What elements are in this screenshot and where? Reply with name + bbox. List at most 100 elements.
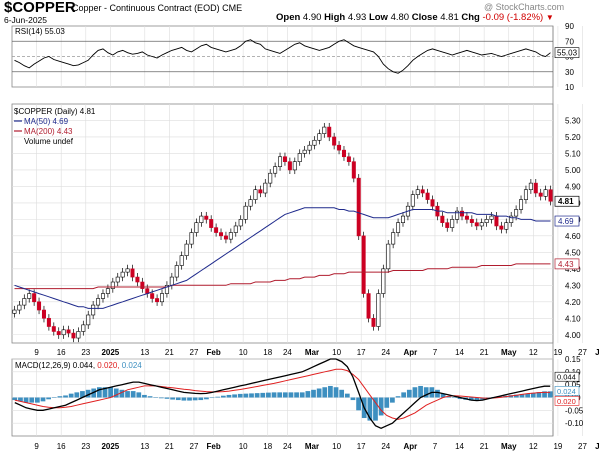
macd-histogram-bar (412, 387, 418, 398)
macd-histogram-bar (474, 397, 480, 401)
macd-histogram-bar (125, 391, 130, 398)
contract-description: Copper - Continuous Contract (EOD) CME (72, 3, 242, 13)
price-candle (41, 309, 46, 319)
x-axis-label: 7 (433, 348, 438, 357)
macd-histogram-bar (384, 397, 390, 408)
open-value: 4.90 (302, 12, 322, 23)
macd-histogram-bar (519, 394, 525, 398)
x-axis-label: 23 (81, 348, 90, 357)
price-candle (219, 232, 224, 237)
macd-histogram-bar (192, 397, 198, 401)
macd-histogram-bar (158, 397, 164, 399)
x-axis-label-bottom: 27 (578, 442, 587, 451)
macd-histogram-bar (525, 393, 531, 398)
price-candle (327, 126, 332, 138)
price-candle (332, 136, 337, 146)
x-axis-label-bottom: 13 (140, 442, 149, 451)
price-candle (248, 199, 253, 207)
price-candle (209, 219, 214, 228)
price-candle (519, 199, 524, 210)
price-candle (464, 215, 469, 220)
price-candle (17, 304, 22, 311)
volume-legend: Volume undef (24, 137, 74, 146)
macd-histogram-bar (243, 393, 249, 398)
macd-histogram-bar (57, 396, 63, 398)
x-axis-label: 24 (381, 348, 390, 357)
price-value-box (554, 258, 580, 270)
price-value-label: 4.81 (558, 197, 574, 206)
x-axis-label: 16 (57, 348, 66, 357)
macd-histogram-bar (344, 393, 350, 398)
ma50-legend: MA(50) 4.69 (24, 117, 69, 126)
x-axis-label-bottom: May (501, 442, 517, 451)
price-candle (125, 268, 130, 273)
rsi-legend: RSI(14) 55.03 (15, 27, 65, 36)
x-axis-label: 27 (190, 348, 199, 357)
price-candle (228, 232, 233, 240)
price-candle (174, 265, 179, 278)
price-candle (376, 293, 381, 327)
price-value-label: 4.69 (558, 217, 574, 226)
macd-histogram-bar (536, 392, 542, 398)
price-candle (361, 235, 366, 294)
price-candle (135, 276, 140, 283)
price-candle (386, 243, 391, 270)
price-candle (81, 324, 86, 332)
x-axis-label: 14 (455, 348, 464, 357)
close-label: Close (411, 12, 438, 23)
price-candle (523, 189, 528, 200)
price-candle (278, 156, 283, 167)
macd-histogram-bar (440, 393, 446, 398)
x-axis-label-bottom: 10 (239, 442, 248, 451)
ma50-line (14, 207, 551, 309)
price-candle (494, 215, 499, 227)
symbol-title: $COPPER (4, 0, 76, 16)
macd-histogram-bar (153, 397, 159, 398)
price-candle (22, 298, 27, 306)
price-candle (56, 331, 61, 336)
macd-histogram-bar (29, 397, 35, 403)
price-candle (445, 222, 450, 228)
price-candle (184, 243, 189, 256)
low-value: 4.80 (390, 12, 410, 23)
macd-histogram-bar (530, 392, 536, 398)
x-axis-label: 13 (140, 348, 149, 357)
macd-value-box (554, 386, 580, 396)
macd-histogram-bar (328, 385, 333, 398)
macd-histogram-bar (187, 397, 192, 401)
price-candle (105, 288, 110, 294)
macd-histogram-bar (311, 389, 316, 398)
price-tick-label: 5.20 (565, 133, 581, 142)
price-candle (194, 222, 199, 233)
macd-histogram-bar (446, 396, 452, 398)
x-axis-label-bottom: 16 (57, 442, 66, 451)
macd-histogram-bar (232, 394, 237, 398)
macd-histogram-bar (96, 387, 102, 398)
x-axis-label-bottom: Mar (305, 442, 319, 451)
macd-value-label: 0.024 (557, 387, 576, 396)
macd-histogram-bar (220, 395, 226, 398)
x-axis-label: Mar (305, 348, 319, 357)
price-candle (110, 281, 115, 289)
macd-histogram-bar (46, 397, 51, 400)
price-candle (150, 293, 155, 299)
x-axis-label-bottom: Apr (403, 442, 417, 451)
price-candle (223, 235, 228, 240)
price-candle (509, 215, 514, 223)
price-candle (479, 222, 484, 227)
macd-histogram-bar (85, 389, 91, 398)
macd-histogram-bar (12, 397, 18, 401)
macd-histogram-bar (378, 397, 384, 416)
description-text: Copper - Continuous Contract (EOD) (72, 3, 220, 13)
price-candle (179, 255, 184, 266)
macd-histogram-bar (277, 392, 283, 398)
macd-histogram-bar (254, 393, 260, 398)
price-candle (214, 227, 219, 233)
price-tick-label: 4.10 (565, 314, 581, 323)
macd-value-box (554, 396, 580, 406)
macd-histogram-bar (18, 397, 23, 402)
price-candle (96, 298, 101, 306)
price-candle (346, 156, 351, 162)
macd-histogram-bar (288, 392, 294, 398)
macd-histogram-bar (181, 397, 187, 401)
